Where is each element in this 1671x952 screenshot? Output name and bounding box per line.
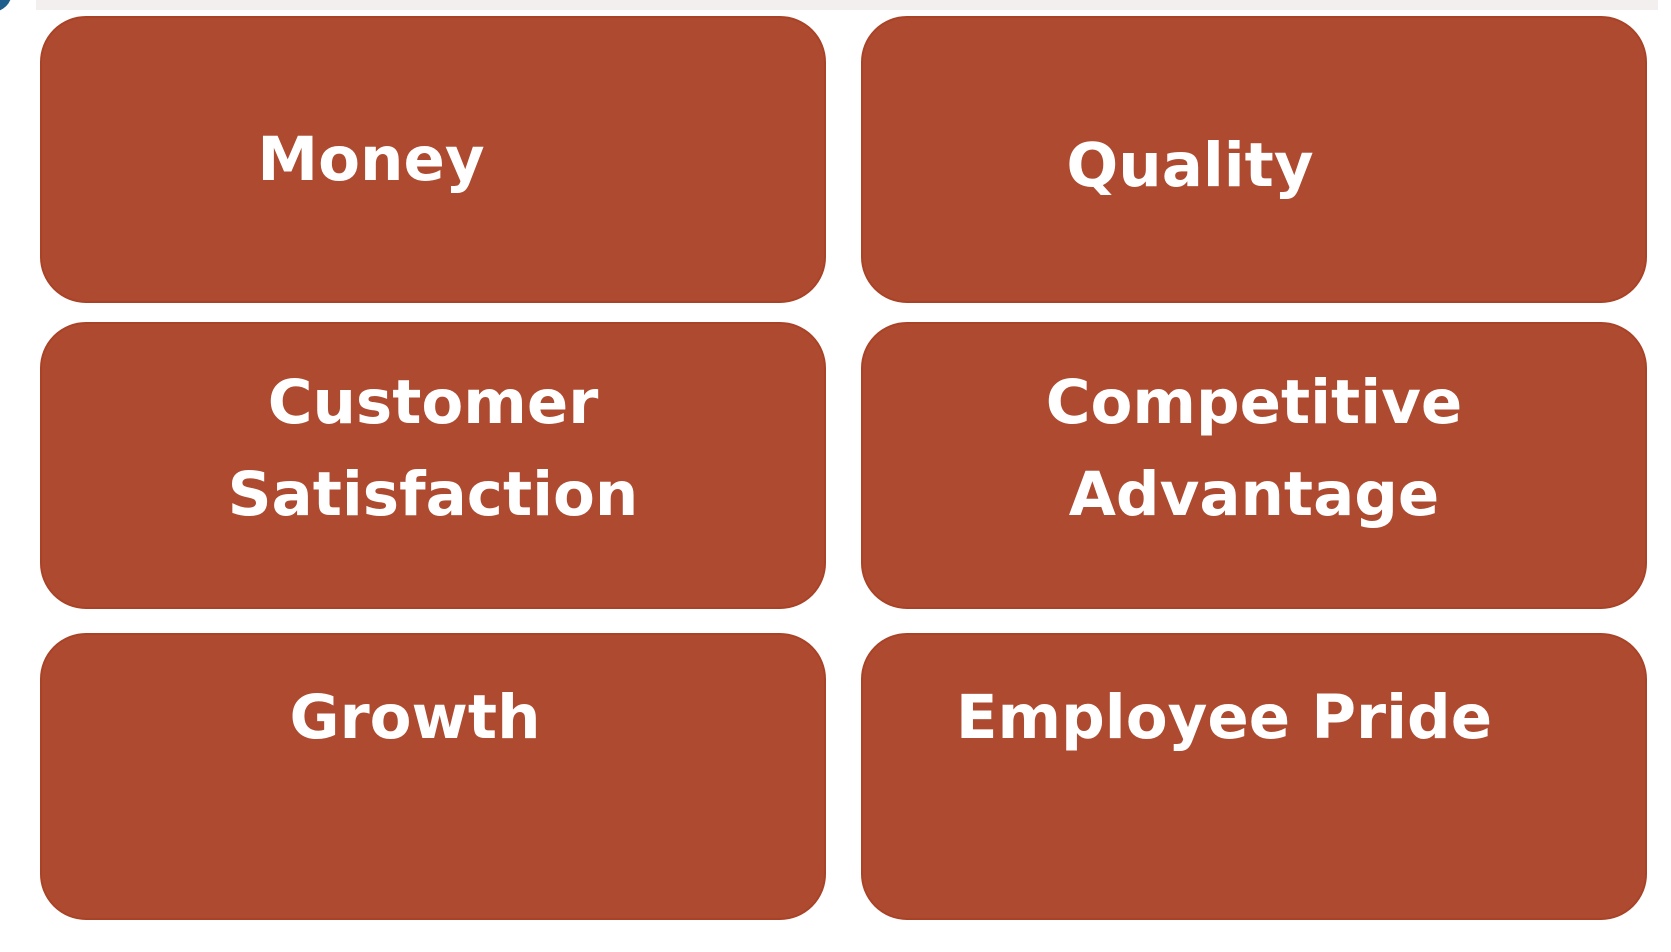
box-growth: Growth [40,633,826,920]
box-quality: Quality [861,16,1647,303]
box-money-label: Money [0,114,762,206]
box-competitive-advantage-label: Competitive Advantage [863,357,1645,541]
box-employee-pride: Employee Pride [861,633,1647,920]
box-money-line-1: Money [257,124,485,195]
box-customer-satisfaction-line-1: Customer [267,367,599,438]
box-quality-label: Quality [799,120,1581,212]
box-quality-line-1: Quality [1066,130,1314,201]
box-competitive-advantage-line-2: Advantage [1068,459,1440,530]
box-growth-line-1: Growth [289,682,541,753]
top-strip [36,0,1658,10]
box-competitive-advantage: Competitive Advantage [861,322,1647,609]
box-growth-label: Growth [24,672,806,764]
box-money: Money [40,16,826,303]
box-customer-satisfaction-line-2: Satisfaction [227,459,639,530]
box-employee-pride-line-1: Employee Pride [955,682,1493,753]
box-customer-satisfaction-label: Customer Satisfaction [42,357,824,541]
box-customer-satisfaction: Customer Satisfaction [40,322,826,609]
box-competitive-advantage-line-1: Competitive [1045,367,1463,438]
corner-circle-icon [0,0,12,12]
box-employee-pride-label: Employee Pride [833,672,1615,764]
